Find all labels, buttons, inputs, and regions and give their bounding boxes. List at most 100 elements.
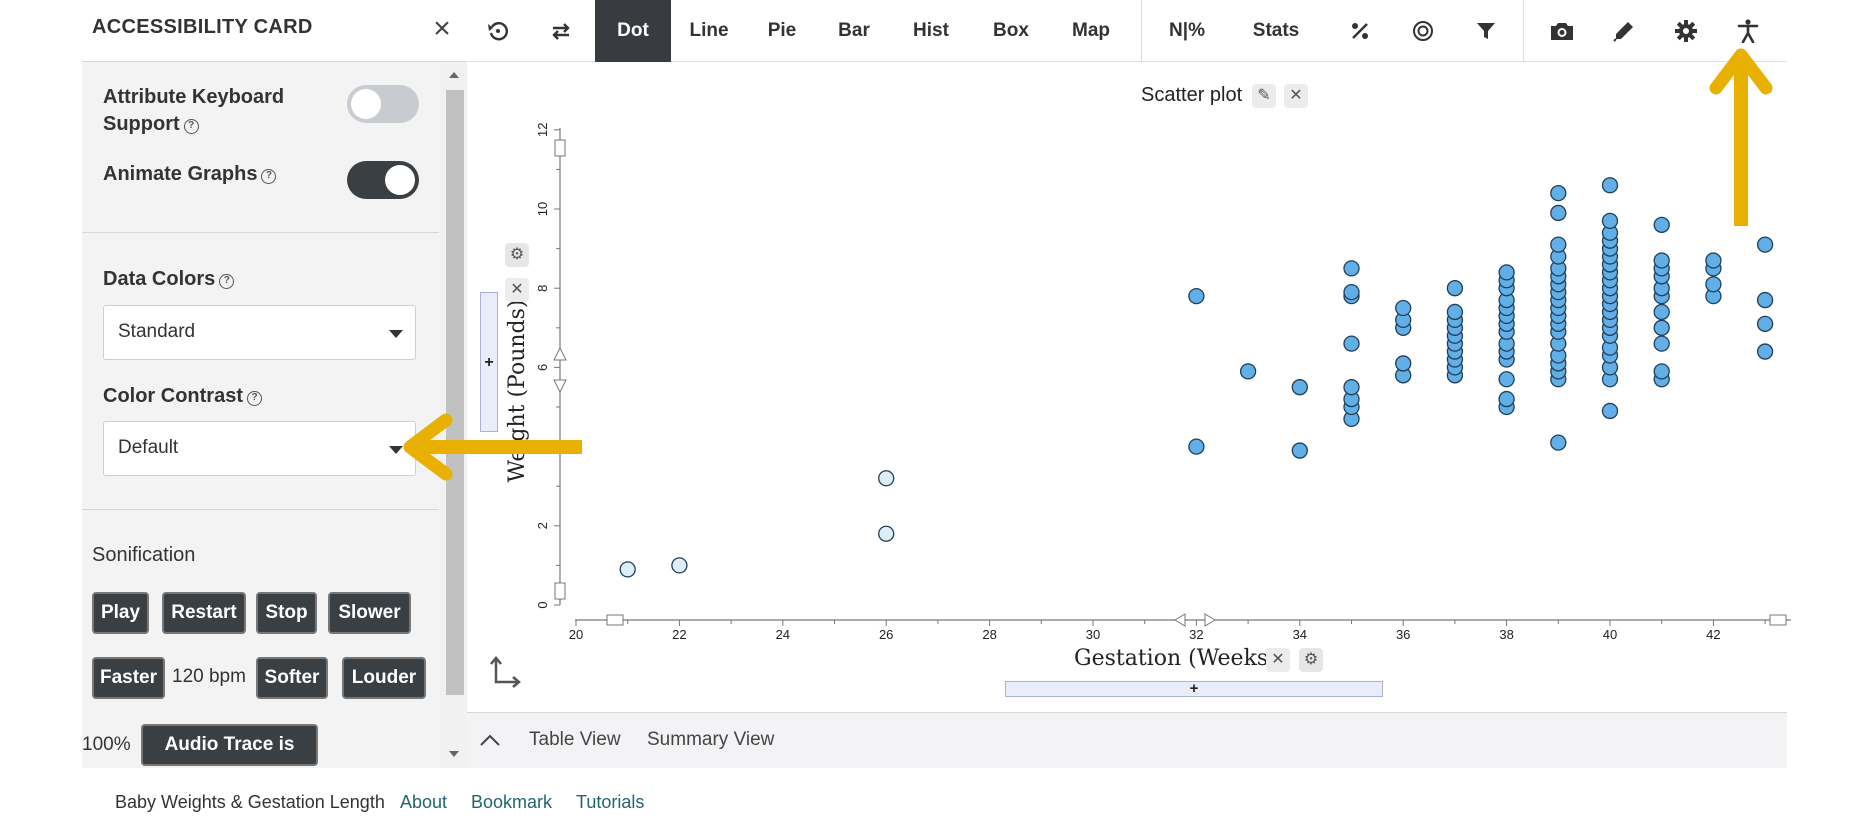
y-axis-drag-handle[interactable] — [553, 346, 567, 394]
animate-graphs-toggle[interactable] — [347, 161, 419, 199]
target-icon[interactable] — [1391, 0, 1455, 62]
scroll-up-icon[interactable] — [449, 72, 459, 78]
data-point[interactable] — [1601, 212, 1619, 230]
data-point[interactable] — [878, 470, 895, 487]
slower-button[interactable]: Slower — [328, 592, 411, 634]
tab-table-view[interactable]: Table View — [529, 729, 621, 750]
pen-icon[interactable] — [1593, 0, 1655, 62]
data-point[interactable] — [1756, 343, 1774, 360]
data-point[interactable] — [1291, 442, 1308, 459]
data-point[interactable] — [1188, 438, 1205, 455]
scroll-thumb[interactable] — [446, 90, 464, 695]
restart-button[interactable]: Restart — [162, 592, 246, 634]
percent-icon[interactable] — [1329, 0, 1391, 62]
data-point[interactable] — [1653, 252, 1670, 269]
data-point[interactable] — [1291, 379, 1308, 396]
y-axis-remove-icon[interactable]: ✕ — [505, 278, 529, 302]
data-point[interactable] — [1188, 287, 1205, 305]
data-point[interactable] — [1343, 260, 1360, 277]
camera-icon[interactable] — [1531, 0, 1593, 62]
chevron-up-icon[interactable] — [479, 733, 501, 752]
data-point[interactable] — [1343, 379, 1360, 396]
color-contrast-select[interactable]: Default — [103, 421, 416, 476]
bookmark-link[interactable]: Bookmark — [471, 792, 553, 812]
x-axis-min-handle[interactable] — [606, 614, 624, 626]
swap-axes-icon[interactable] — [488, 655, 522, 689]
data-point[interactable] — [1550, 185, 1567, 202]
audio-trace-button[interactable]: Audio Trace is OFF — [141, 724, 318, 793]
tab-pie[interactable]: Pie — [767, 20, 797, 41]
data-point[interactable] — [1498, 390, 1515, 408]
help-icon[interactable]: ? — [183, 119, 199, 134]
data-point[interactable] — [1550, 236, 1567, 253]
scroll-down-icon[interactable] — [449, 751, 459, 757]
data-point[interactable] — [1653, 319, 1670, 336]
filter-icon[interactable] — [1455, 0, 1517, 62]
y-axis-max-handle[interactable] — [554, 139, 566, 157]
data-point[interactable] — [1705, 252, 1722, 269]
tab-n-percent[interactable]: N|% — [1169, 20, 1205, 41]
data-point[interactable] — [1601, 402, 1619, 420]
louder-button[interactable]: Louder — [342, 657, 426, 699]
y-axis-min-handle[interactable] — [554, 582, 566, 600]
tutorials-link[interactable]: Tutorials — [576, 792, 645, 812]
accessibility-icon[interactable] — [1717, 0, 1779, 62]
help-icon[interactable]: ? — [261, 169, 277, 184]
data-point[interactable] — [1550, 204, 1567, 222]
data-point[interactable] — [1239, 363, 1257, 380]
undo-icon[interactable] — [467, 0, 529, 62]
x-axis-max-handle[interactable] — [1769, 614, 1787, 626]
tab-map[interactable]: Map — [1072, 20, 1110, 41]
remove-title-icon[interactable]: ✕ — [1284, 84, 1308, 108]
swap-icon[interactable] — [529, 0, 593, 62]
data-point[interactable] — [1653, 335, 1670, 352]
x-axis-label[interactable]: Gestation (Weeks) — [1074, 646, 1277, 671]
data-point[interactable] — [878, 525, 895, 542]
data-point[interactable] — [1653, 216, 1670, 233]
data-point[interactable] — [1446, 303, 1464, 321]
about-link[interactable]: About — [400, 792, 448, 812]
tab-hist[interactable]: Hist — [913, 20, 949, 41]
data-colors-select[interactable]: Standard — [103, 305, 416, 360]
x-axis-drag-handle[interactable] — [1174, 613, 1216, 627]
data-point[interactable] — [1601, 177, 1619, 194]
tab-box[interactable]: Box — [993, 20, 1029, 41]
data-point[interactable] — [1653, 303, 1670, 321]
data-point[interactable] — [1756, 315, 1774, 332]
data-point[interactable] — [1705, 276, 1722, 293]
data-point[interactable] — [1550, 434, 1567, 451]
help-icon[interactable]: ? — [247, 391, 262, 406]
data-point[interactable] — [1756, 291, 1774, 309]
help-icon[interactable]: ? — [219, 274, 235, 289]
keyboard-support-toggle[interactable] — [347, 85, 419, 123]
data-point[interactable] — [1756, 236, 1774, 253]
tab-dot[interactable]: Dot — [595, 0, 671, 62]
data-point[interactable] — [1446, 280, 1464, 297]
data-point[interactable] — [1653, 363, 1670, 380]
data-point[interactable] — [1343, 284, 1360, 301]
edit-title-icon[interactable]: ✎ — [1252, 84, 1276, 108]
tab-bar[interactable]: Bar — [838, 20, 870, 41]
tab-stats[interactable]: Stats — [1252, 20, 1300, 41]
softer-button[interactable]: Softer — [256, 657, 328, 699]
x-axis-remove-icon[interactable]: ✕ — [1266, 648, 1290, 672]
data-point[interactable] — [1498, 371, 1515, 388]
y-axis-add-attribute[interactable]: + — [480, 292, 498, 432]
tab-line[interactable]: Line — [689, 20, 729, 41]
data-point[interactable] — [1395, 299, 1412, 317]
x-axis-add-attribute[interactable]: + — [1005, 681, 1383, 697]
data-point[interactable] — [671, 557, 688, 574]
play-button[interactable]: Play — [92, 592, 149, 634]
faster-button[interactable]: Faster — [92, 657, 165, 699]
stop-button[interactable]: Stop — [256, 592, 317, 634]
data-point[interactable] — [619, 561, 636, 578]
x-axis-gear-icon[interactable]: ⚙ — [1299, 648, 1323, 672]
panel-scrollbar[interactable] — [440, 62, 467, 768]
data-point[interactable] — [1498, 264, 1515, 281]
data-point[interactable] — [1395, 355, 1412, 372]
tab-summary-view[interactable]: Summary View — [647, 729, 775, 750]
data-point[interactable] — [1343, 335, 1360, 352]
gear-icon[interactable] — [1655, 0, 1717, 62]
close-icon[interactable]: × — [433, 12, 451, 45]
y-axis-gear-icon[interactable]: ⚙ — [505, 243, 529, 267]
